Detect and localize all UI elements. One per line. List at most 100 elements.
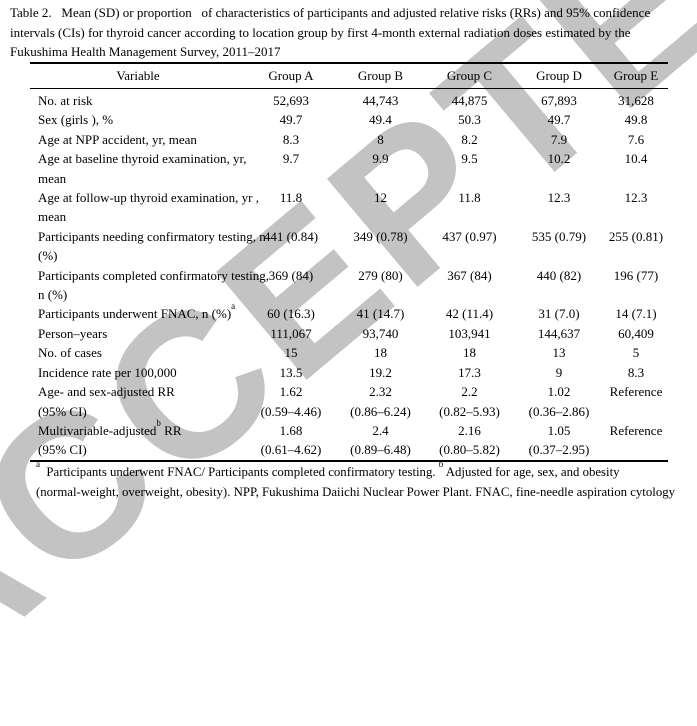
cell: 8 [377,131,384,147]
table-row: No. at risk 52,693 44,743 44,875 67,893 31,62… [30,89,668,111]
text-run: Person–years [38,325,108,341]
column-header: Variable [30,63,246,89]
cell: 437 (0.97) [442,228,497,244]
row-label: No. at risk [30,89,246,111]
cell: 18 [463,345,476,361]
text-run: RR (95% CI) [38,422,182,458]
data-table-container: Variable Group A Group B Group C Group D Grou… [30,62,668,462]
table-row: Person–years 111,067 93,740 103,941 144,637 6… [30,324,668,343]
table-footnote: a Participants underwent FNAC/ Participa… [36,458,691,502]
cell: 2.4 (0.89–6.48) [350,422,411,458]
row-label: Participants completed confirmatory test… [30,266,269,305]
row-label: Age- and sex-adjusted RR (95% CI) [30,382,246,421]
table-row: Age- and sex-adjusted RR (95% CI) 1.62 (0… [30,382,668,421]
cell: 93,740 [362,325,399,341]
cell: 440 (82) [536,267,582,283]
cell: 7.9 [550,131,568,147]
row-label: Person–years [30,324,246,343]
table-row: Multivariable-adjustedb RR (95% CI) 1.68 … [30,417,668,461]
table-row: Age at baseline thyroid examination, yr,… [30,149,668,188]
cell: 7.6 [627,131,645,147]
row-label: Incidence rate per 100,000 [30,363,246,382]
table-caption: Table 2. Mean (SD) or proportion of char… [10,5,651,59]
column-header: Group C [425,63,514,89]
text-run: Age- and sex-adjusted RR (95% CI) [38,384,175,419]
superscript: b [438,458,444,469]
text-run: No. at risk [38,93,93,108]
cell: 103,941 [448,325,491,341]
column-header: Group B [336,63,425,89]
table-row: No. of cases 15 18 18 13 5 [30,343,668,362]
table-row: Sex (girls ), % 49.7 49.4 50.3 49.7 49.8 [30,110,668,129]
cell: 111,067 [270,325,312,341]
cell: 1.68 (0.61–4.62) [260,422,322,458]
table-row: Participants completed confirmatory test… [30,266,668,305]
cell: 196 (77) [613,267,659,283]
cell: 10.2 [547,151,571,167]
cell: 11.8 [279,190,303,206]
cell: 441 (0.84) [263,228,319,244]
superscript: a [36,458,40,469]
cell: 9.9 [372,151,389,167]
cell: 8.3 [627,364,645,380]
cell: 535 (0.79) [531,228,587,244]
cell: 2.16 (0.80–5.82) [439,422,500,458]
text-run: Incidence rate per 100,000 [38,364,177,380]
cell: 49.7 [547,112,571,128]
text-run: Participants underwent FNAC, n (%) [38,306,232,322]
cell: Reference [609,384,663,400]
text-run: Age at NPP accident, yr, mean [38,131,197,147]
text-run: Age at follow-up thyroid examination, yr… [38,190,259,225]
cell: Reference [609,422,663,438]
cell: 60,409 [618,325,654,341]
cell: 144,637 [537,325,581,341]
cell: 9.7 [282,151,300,167]
row-label: Sex (girls ), % [30,110,246,129]
cell: 13 [552,345,566,361]
text-run: Sex (girls ), % [38,112,114,128]
row-label: Participants needing confirmatory testin… [30,227,266,266]
cell: 5 [632,345,640,361]
cell: 11.8 [458,190,481,206]
cell: 14 (7.1) [615,306,657,322]
cell: 15 [284,345,298,361]
cell: 2.32 (0.86–6.24) [350,384,411,419]
table-row: Participants needing confirmatory testin… [30,227,668,266]
cell: 367 (84) [447,267,492,283]
column-header: Group E [604,63,668,89]
cell: 31 (7.0) [538,306,580,322]
cell: 52,693 [273,93,309,108]
cell: 8.2 [461,131,478,147]
row-label: Age at follow-up thyroid examination, yr… [30,188,259,227]
cell: 255 (0.81) [608,228,664,244]
cell: 12.3 [624,190,648,206]
text-run: Adjusted for age, sex, and obesity (norm… [36,465,676,499]
column-header: Group D [514,63,604,89]
cell: 279 (80) [358,267,403,283]
cell: 1.02 (0.36–2.86) [528,384,590,419]
cell: 42 (11.4) [445,306,494,322]
text-run: Participants completed confirmatory test… [38,267,270,303]
data-table: Variable Group A Group B Group C Group D Grou… [30,62,668,462]
cell: 18 [374,345,387,361]
cell: 67,893 [541,93,577,108]
text-run: Multivariable-adjusted [38,422,157,438]
cell: 17.3 [458,364,481,380]
cell: 60 (16.3) [267,306,315,322]
superscript: a [231,301,236,312]
row-label: No. of cases [30,343,246,362]
superscript: b [156,417,161,428]
cell: 13.5 [279,364,303,380]
table-row: Participants underwent FNAC, n (%)a 60 (1… [30,301,668,323]
cell: 8.3 [282,131,300,147]
cell: 44,875 [451,93,488,108]
cell: 10.4 [624,151,648,167]
row-label: Participants underwent FNAC, n (%)a [30,301,246,323]
text-run: Participants underwent FNAC/ Participant… [40,465,439,479]
table-row: Age at NPP accident, yr, mean 8.3 8 8.2 7.9 7… [30,130,668,149]
cell: 31,628 [618,93,654,108]
cell: 49.7 [279,112,303,128]
cell: 369 (84) [268,267,314,283]
cell: 9 [555,364,563,380]
cell: 19.2 [369,364,392,380]
